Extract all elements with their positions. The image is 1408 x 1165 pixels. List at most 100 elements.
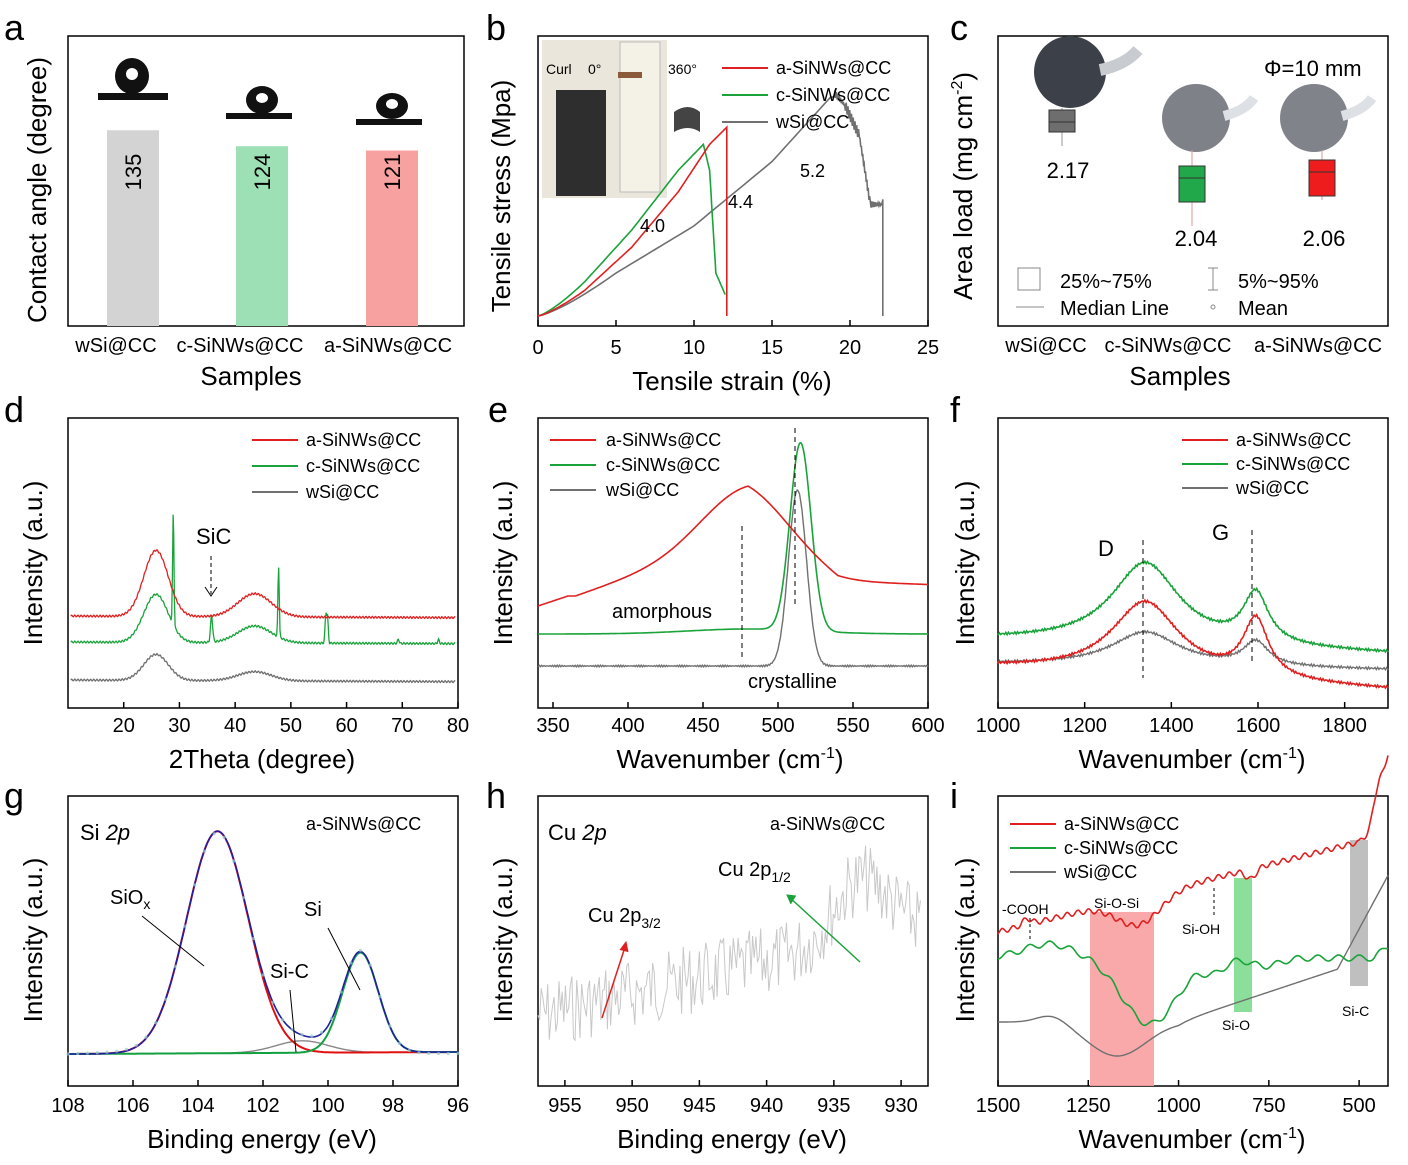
legend-box: 25%~75% [1060,271,1152,293]
series-line-wSi@CC [537,89,884,317]
x-tick-label: 550 [836,715,869,737]
x-tick-label: 10 [683,337,705,359]
x-tick-label: 1400 [1149,715,1194,737]
x-ticks: 955 950 945 940 935 930 [548,1080,918,1117]
data-point [202,849,207,853]
legend-a: a-SiNWs@CC [606,430,721,450]
data-point [446,1051,450,1056]
peak-label-w: 5.2 [800,161,825,181]
box-value-label: 2.06 [1303,226,1346,251]
data-point [378,994,382,999]
data-point [241,896,246,900]
series-line-wSi@CC [70,652,456,684]
sample-label: a-SiNWs@CC [770,814,885,834]
x-tick-label: 1800 [1322,715,1367,737]
series-line-c-SiNWs@CC [997,940,1389,1027]
x-tick-label: wSi@CC [74,335,156,357]
data-point [85,1051,90,1055]
legend-whisker: 5%~95% [1238,271,1319,293]
series-line-a-SiNWs@CC [997,755,1389,935]
x-axis-title: Samples [200,361,301,391]
data-point [105,1050,109,1054]
cu2p32-label: Cu 2p3/2 [588,905,661,931]
x-tick-label: 0 [532,337,543,359]
y-axis-title: Intensity (a.u.) [488,858,518,1023]
plot-frame-e [537,417,929,709]
data-point [193,883,197,887]
series-line-wSi@CC [998,875,1389,1057]
x-tick-label: 30 [168,715,190,737]
series-lines [997,559,1389,690]
plot-frame-b [537,35,929,327]
si-c-band [1350,840,1368,986]
x-tick-label: 100 [311,1095,344,1117]
box-legend: 25%~75% 5%~95% Median Line Mean [1016,267,1319,320]
plot-frame-c [997,35,1389,327]
si-arrow [327,927,361,991]
x-tick-label: 750 [1252,1095,1285,1117]
bar-group: 135 124 121 [107,130,418,326]
droplet-images [98,58,422,125]
data-point [368,963,372,967]
x-ticks: 350 400 450 500 550 600 [536,702,945,737]
x-axis-title: Wavenumber (cm-1) [1078,744,1305,774]
panel-label-g: g [4,775,24,816]
legend-c: c-SiNWs@CC [1236,454,1350,474]
x-tick-label: 500 [1342,1095,1375,1117]
x-tick-label: 1250 [1066,1095,1111,1117]
y-axis-title: Intensity (a.u.) [18,858,48,1023]
legend-w: wSi@CC [1235,478,1309,498]
bar-wSi@CC [107,130,159,326]
siox-arrow [141,915,205,967]
data-point [329,1016,333,1020]
si-o-si-label: Si-O-Si [1094,895,1139,911]
data-point [134,1043,138,1047]
x-tick-label: a-SiNWs@CC [324,335,452,357]
si-oh-label: Si-OH [1182,921,1220,937]
x-axis-title: Tensile strain (%) [632,366,831,396]
box-a-SiNWs@CC [1308,159,1336,197]
x-tick-label: 80 [447,715,469,737]
legend-c: c-SiNWs@CC [606,455,720,475]
bar-value-label: 135 [121,154,146,191]
sample-label: a-SiNWs@CC [306,814,421,834]
data-point [427,1051,431,1055]
bar-a-SiNWs@CC [366,150,418,326]
box-value-label: 2.04 [1175,226,1218,251]
x-tick-label: 70 [391,715,413,737]
x-tick-label: 104 [181,1095,214,1117]
panel-a: a 135 124 121 wSi@CC c-SiNWs@CC a-SiNWs@CC S… [4,7,465,391]
x-tick-label: 945 [683,1095,716,1117]
x-tick-label: 60 [335,715,357,737]
legend: a-SiNWs@CC c-SiNWs@CC wSi@CC [722,58,891,132]
panel-label-c: c [950,7,968,48]
data-point [407,1048,411,1053]
x-axis-title: Binding energy (eV) [617,1124,847,1154]
data-point [456,1051,460,1056]
si-o-label: Si-O [1222,1017,1250,1033]
box-plots: 2.17 2.04 2.06 [1047,108,1346,251]
spectrum-title: Cu 2p [548,820,607,845]
data-point [397,1041,402,1045]
noisy-spectrum [537,845,921,1042]
x-tick-label: 1500 [976,1095,1021,1117]
x-tick-label: 102 [246,1095,279,1117]
x-tick-labels: wSi@CC c-SiNWs@CC a-SiNWs@CC [1004,335,1382,357]
legend-c: c-SiNWs@CC [306,456,420,476]
panel-g: g Si 2p a-SiNWs@CC SiOx Si Si-C 108 106 10… [4,775,469,1154]
x-tick-label: 106 [116,1095,149,1117]
x-tick-label: 5 [610,337,621,359]
series-lines [997,755,1389,1057]
bar-c-SiNWs@CC [236,146,288,326]
panel-label-d: d [4,389,24,430]
data-point [163,997,168,1001]
x-ticks: 1500 1250 1000 750 500 [976,1080,1376,1117]
x-tick-label: 450 [686,715,719,737]
box-value-label: 2.17 [1047,158,1090,183]
x-tick-label: a-SiNWs@CC [1254,335,1382,357]
x-tick-label: 955 [548,1095,581,1117]
sic-arrow [289,989,297,1053]
legend-w: wSi@CC [305,482,379,502]
g-band-label: G [1212,520,1229,545]
